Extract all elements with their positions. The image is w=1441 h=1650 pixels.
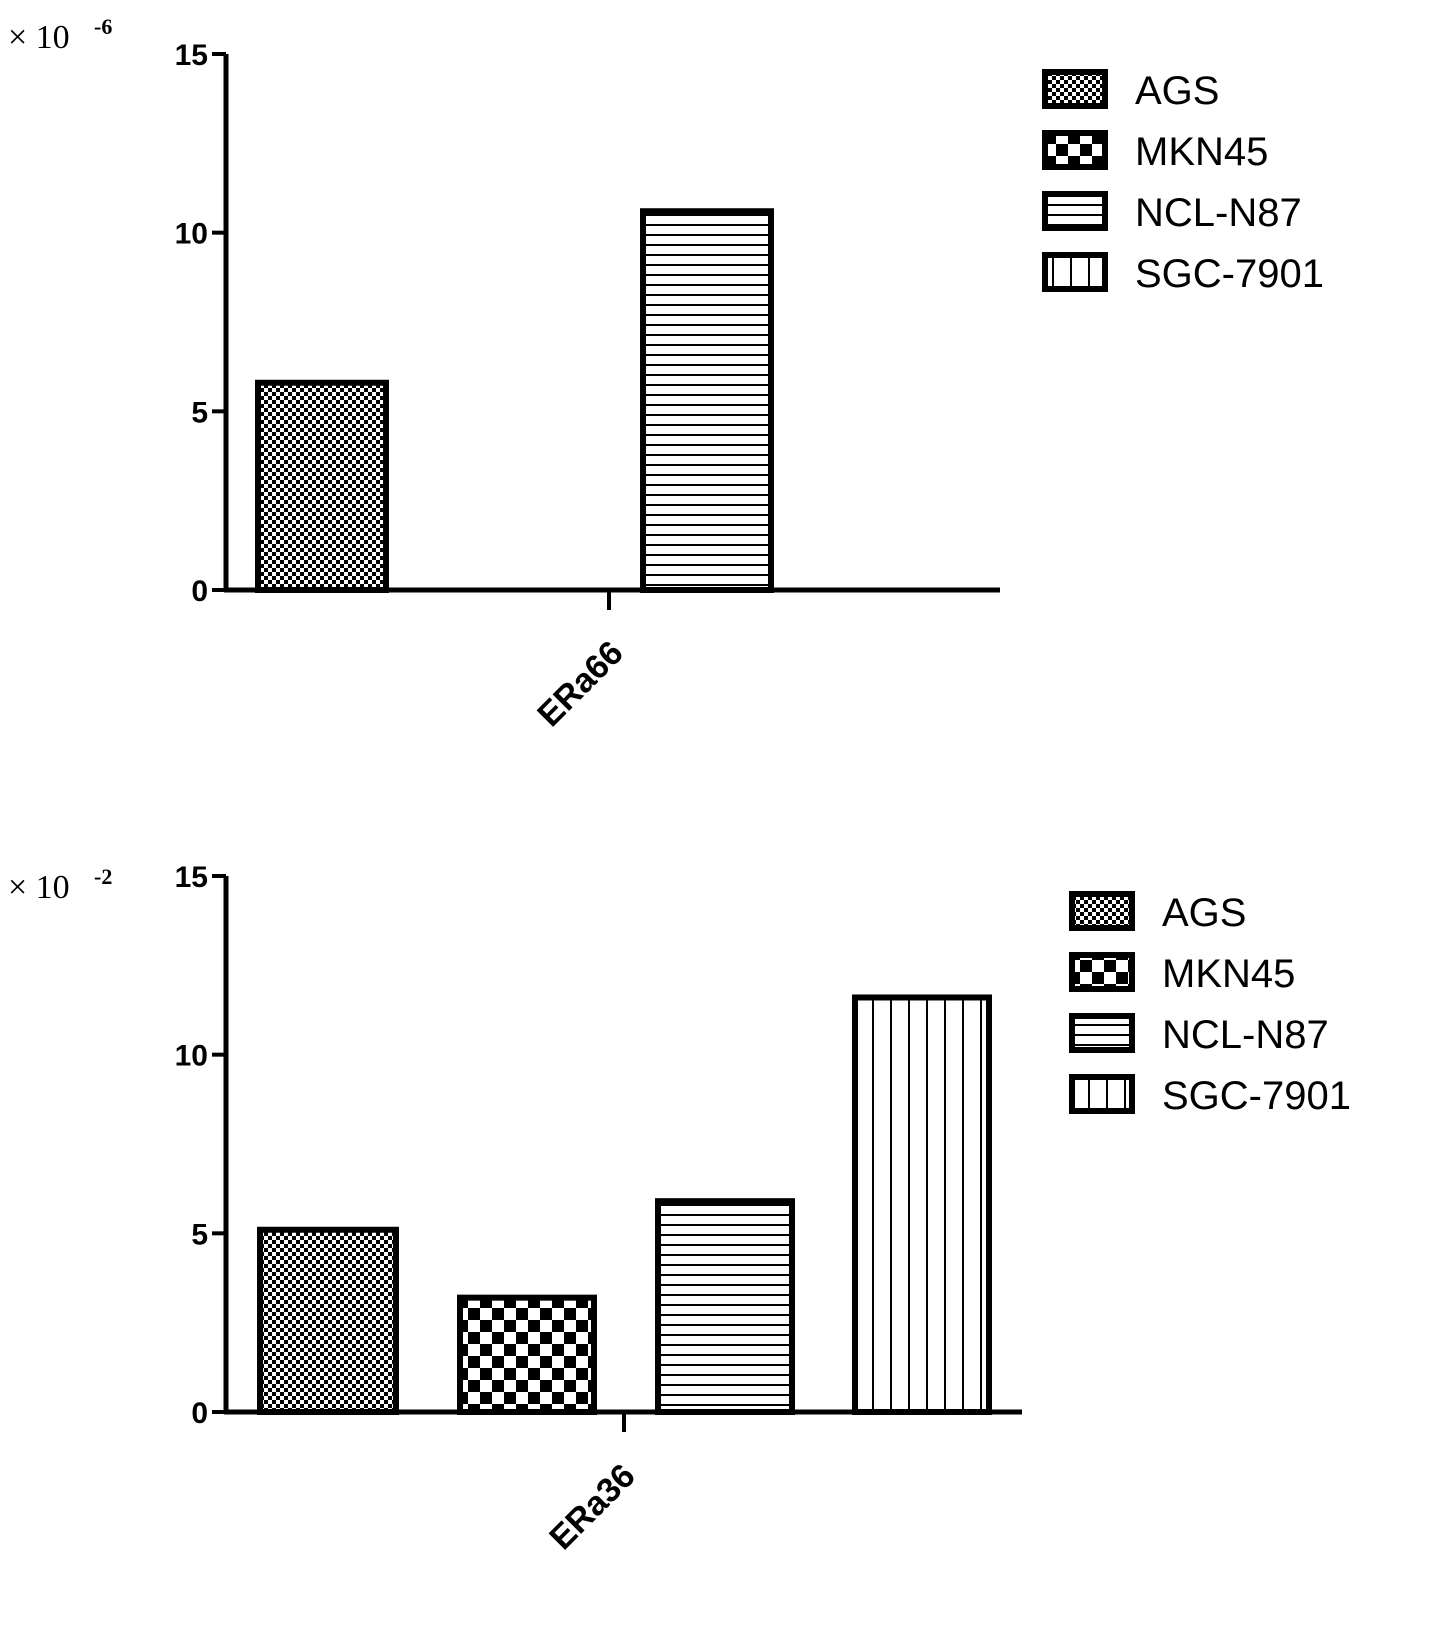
bar-ags: [257, 1226, 399, 1416]
legend-label-ncl-n87: NCL-N87: [1162, 1013, 1329, 1057]
legend-label-sgc-7901: SGC-7901: [1135, 252, 1324, 296]
legend-swatch-ncl-n87: [1042, 191, 1108, 231]
bar-sgc-7901: [852, 994, 992, 1415]
x-tick-label: ERa66: [530, 634, 630, 734]
legend-label-ncl-n87: NCL-N87: [1135, 191, 1302, 235]
bar-mkn45: [457, 1294, 597, 1415]
y-tick-label: 10: [175, 1040, 208, 1073]
y-tick-label: 0: [191, 1397, 208, 1430]
axis-multiplier-exponent: -6: [94, 14, 112, 39]
y-tick-label: 10: [175, 218, 208, 251]
legend-label-mkn45: MKN45: [1135, 130, 1268, 174]
y-tick-label: 15: [175, 861, 208, 894]
legend-label-sgc-7901: SGC-7901: [1162, 1074, 1351, 1118]
legend-label-ags: AGS: [1135, 69, 1219, 113]
chart-panel-bottom: × 10 -2 0 5 10 15 ERa36 AGS MKN45 NCL-N87 SGC-7901: [8, 861, 1351, 1557]
chart-panel-top: × 10 -6 0 5 10 15 ERa66 AGS MKN45 NCL-N87 SGC-7901: [8, 14, 1324, 734]
y-tick-label: 5: [191, 396, 208, 429]
y-tick-label: 0: [191, 575, 208, 608]
legend-swatch-mkn45: [1042, 130, 1108, 170]
axis-multiplier-exponent: -2: [94, 864, 112, 889]
y-tick-label: 15: [175, 39, 208, 72]
bar-ags: [255, 379, 389, 593]
legend-swatch-ags: [1069, 891, 1135, 931]
bar-ncl-n87: [640, 208, 774, 594]
legend-swatch-ncl-n87: [1069, 1013, 1135, 1053]
legend-swatch-mkn45: [1069, 952, 1135, 992]
legend-swatch-sgc-7901: [1069, 1074, 1135, 1114]
legend-swatch-sgc-7901: [1042, 252, 1108, 292]
axis-multiplier: × 10: [8, 19, 70, 56]
axis-multiplier: × 10: [8, 869, 70, 906]
legend-label-ags: AGS: [1162, 891, 1246, 935]
legend-label-mkn45: MKN45: [1162, 952, 1295, 996]
x-tick-label: ERa36: [542, 1457, 642, 1557]
y-tick-label: 5: [191, 1218, 208, 1251]
legend-swatch-ags: [1042, 69, 1108, 109]
bar-ncl-n87: [655, 1198, 795, 1415]
